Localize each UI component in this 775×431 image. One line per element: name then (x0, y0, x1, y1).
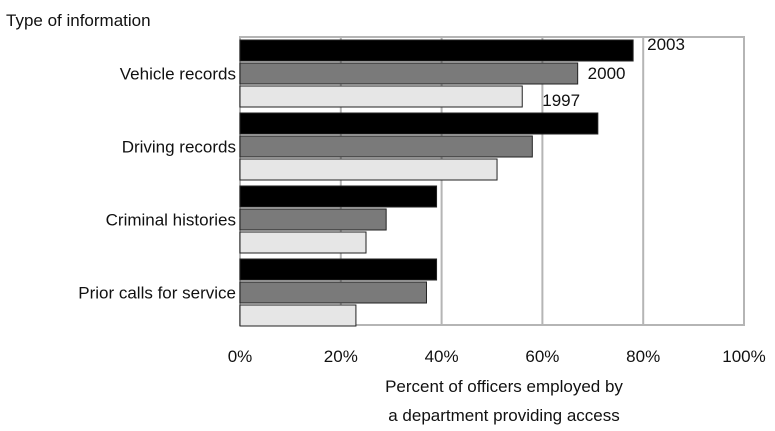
bar (239, 39, 634, 62)
bars (239, 39, 634, 327)
category-labels: Vehicle records Driving records Criminal h… (78, 65, 236, 303)
bar (239, 208, 387, 231)
bar (239, 231, 367, 254)
x-axis-label-line-1: Percent of officers employed by (385, 377, 623, 396)
x-axis-ticks: 0% 20% 40% 60% 80% 100% (228, 347, 766, 366)
x-tick-label: 40% (425, 347, 459, 366)
series-label: 1997 (542, 91, 580, 110)
series-label: 2000 (588, 64, 626, 83)
x-tick-label: 0% (228, 347, 253, 366)
bar (239, 62, 579, 85)
x-tick-label: 80% (626, 347, 660, 366)
bar (239, 85, 523, 108)
series-label: 2003 (647, 35, 685, 54)
bar (239, 281, 427, 304)
category-label: Prior calls for service (78, 284, 236, 303)
x-tick-label: 100% (722, 347, 765, 366)
bar (239, 135, 533, 158)
plot-area-frame (239, 36, 745, 326)
bar (239, 158, 498, 181)
x-tick-label: 60% (525, 347, 559, 366)
category-label: Driving records (122, 138, 236, 157)
bar (239, 258, 438, 281)
bar (239, 185, 438, 208)
chart-title: Type of information (6, 11, 151, 30)
category-label: Criminal histories (106, 211, 236, 230)
bar (239, 304, 357, 327)
category-label: Vehicle records (120, 65, 236, 84)
bar (239, 112, 599, 135)
series-labels: 2003 2000 1997 (542, 35, 685, 110)
x-axis-label-line-2: a department providing access (388, 406, 620, 425)
x-tick-label: 20% (324, 347, 358, 366)
